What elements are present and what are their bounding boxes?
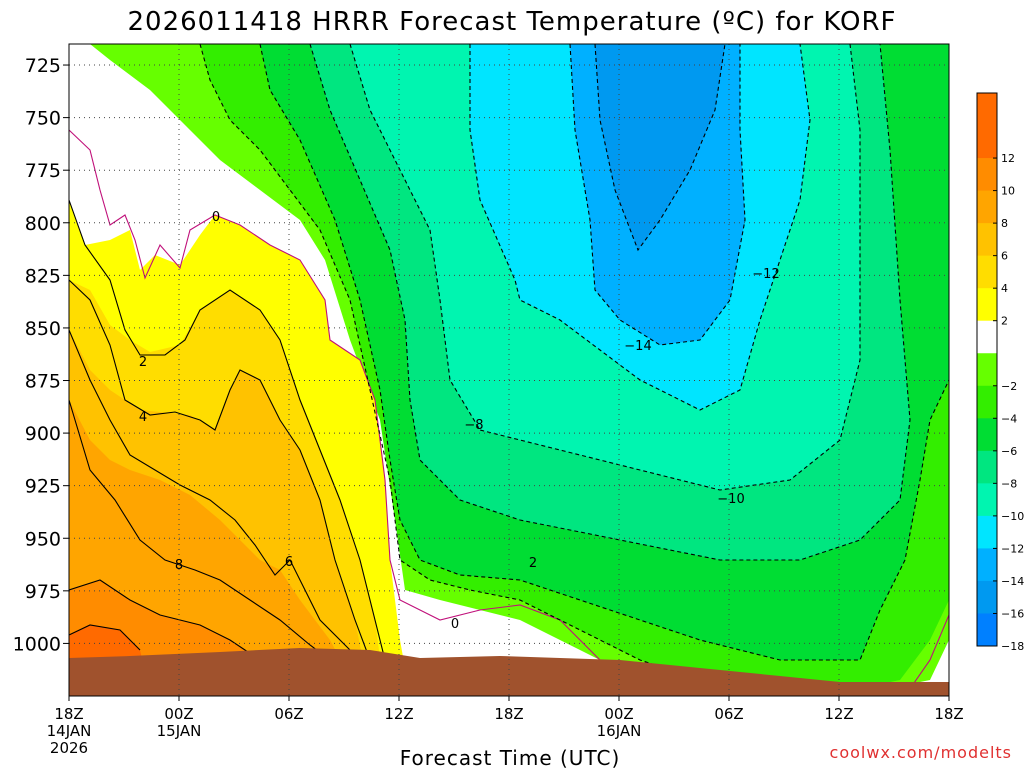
contour-label: 0 <box>212 210 220 225</box>
y-tick-label: 900 <box>25 423 61 445</box>
x-tick-label: 18Z <box>934 705 963 723</box>
colorbar-tick-label: −12 <box>1001 542 1024 555</box>
contour-line-m8 <box>349 44 861 491</box>
contour-line-2 <box>69 199 386 661</box>
colorbar: 12 10 8 6 4 2 −2 −4 −6 −8 −10 −12 −14 −16 −18 <box>976 92 1024 653</box>
contour-line-8 <box>69 399 331 661</box>
gridlines <box>69 44 949 696</box>
contour-line-0-upper <box>69 129 641 681</box>
contour-label: 8 <box>175 558 183 573</box>
contour-label: 0 <box>451 617 459 632</box>
colorbar-tick-label: −2 <box>1001 380 1017 393</box>
x-tick-label: 12Z <box>824 705 853 723</box>
colorbar-swatch <box>977 450 997 484</box>
colorbar-swatch <box>977 125 997 159</box>
colorbar-tick-label: −18 <box>1001 640 1024 653</box>
x-tick-label: 15JAN <box>157 722 202 740</box>
contour-line-m10 <box>469 44 811 411</box>
colorbar-swatch <box>977 613 997 647</box>
plot-area <box>69 44 949 696</box>
colorbar-swatch <box>977 385 997 419</box>
contour-label: 2 <box>529 556 537 571</box>
contour-line-m6 <box>309 44 911 561</box>
y-tick-label: 1000 <box>13 633 61 655</box>
contour-line-4 <box>69 279 371 661</box>
x-axis-label: Forecast Time (UTC) <box>400 746 621 768</box>
x-tick-label: 00Z <box>164 705 193 723</box>
colorbar-tick-label: 6 <box>1001 250 1008 263</box>
y-tick-label: 825 <box>25 265 61 287</box>
x-tick-label: 16JAN <box>597 722 642 740</box>
y-tick-label: 975 <box>25 581 61 603</box>
colorbar-swatch <box>977 288 997 322</box>
y-tick-label: 875 <box>25 371 61 393</box>
colorbar-swatch <box>977 548 997 582</box>
colorbar-swatch <box>977 580 997 614</box>
colorbar-swatch <box>977 158 997 192</box>
contour-lines <box>69 44 949 696</box>
x-tick-label: 06Z <box>274 705 303 723</box>
contour-label: −8 <box>464 418 483 433</box>
colorbar-tick-label: −14 <box>1001 575 1024 588</box>
contour-labels: 0 2 4 6 8 0 2 −8 −10 −12 −14 <box>139 210 780 632</box>
y-tick-label: 775 <box>25 160 61 182</box>
colorbar-swatch <box>977 223 997 257</box>
band-m16 <box>595 44 725 250</box>
y-tick-label: 950 <box>25 528 61 550</box>
contour-label: −12 <box>752 267 779 282</box>
colorbar-tick-label: 2 <box>1001 315 1008 328</box>
contour-label: −10 <box>717 492 744 507</box>
colorbar-frame <box>976 92 998 647</box>
colorbar-tick-label: 4 <box>1001 282 1008 295</box>
y-tick-label: 850 <box>25 318 61 340</box>
contour-line-12 <box>69 624 141 651</box>
x-tick-label: 06Z <box>714 705 743 723</box>
colorbar-tick-label: −10 <box>1001 510 1024 523</box>
x-tick-label: 18Z <box>494 705 523 723</box>
colorbar-tick-label: −4 <box>1001 412 1017 425</box>
y-tick-label: 725 <box>25 55 61 77</box>
contour-line-10 <box>69 579 261 661</box>
colorbar-tick-label: −6 <box>1001 445 1017 458</box>
x-tick-label: 14JAN <box>47 722 92 740</box>
colorbar-swatch <box>977 483 997 517</box>
colorbar-tick-label: −16 <box>1001 607 1024 620</box>
y-tick-label: 800 <box>25 213 61 235</box>
contour-label: 6 <box>285 555 293 570</box>
x-tick-label: 18Z <box>54 705 83 723</box>
contour-line-m2 <box>199 44 701 681</box>
y-tick-label: 750 <box>25 108 61 130</box>
colorbar-tick-label: 10 <box>1001 185 1015 198</box>
colorbar-swatch <box>977 93 997 127</box>
credit-text: coolwx.com/modelts <box>830 743 1012 762</box>
x-tick-label: 2026 <box>50 739 88 757</box>
contour-label: 4 <box>139 410 147 425</box>
x-tick-label: 12Z <box>384 705 413 723</box>
y-axis-ticks: 725 750 775 800 825 850 875 900 925 950 975 1000 <box>13 55 69 655</box>
contour-line-m4 <box>259 44 949 661</box>
contour-label: 2 <box>139 355 147 370</box>
colorbar-tick-label: 8 <box>1001 217 1008 230</box>
y-tick-label: 925 <box>25 476 61 498</box>
colorbar-swatch <box>977 515 997 549</box>
colorbar-swatch <box>977 255 997 289</box>
contour-line-6 <box>69 329 361 661</box>
chart-title: 2026011418 HRRR Forecast Temperature (ºC… <box>127 7 896 37</box>
contour-label: −14 <box>624 339 651 354</box>
colorbar-swatch <box>977 190 997 224</box>
colorbar-swatch <box>977 320 997 354</box>
contour-line-m12 <box>569 44 746 346</box>
colorbar-swatch <box>977 353 997 387</box>
colorbar-swatch <box>977 418 997 452</box>
x-tick-label: 00Z <box>604 705 633 723</box>
colorbar-tick-label: −8 <box>1001 477 1017 490</box>
colorbar-tick-label: 12 <box>1001 152 1015 165</box>
